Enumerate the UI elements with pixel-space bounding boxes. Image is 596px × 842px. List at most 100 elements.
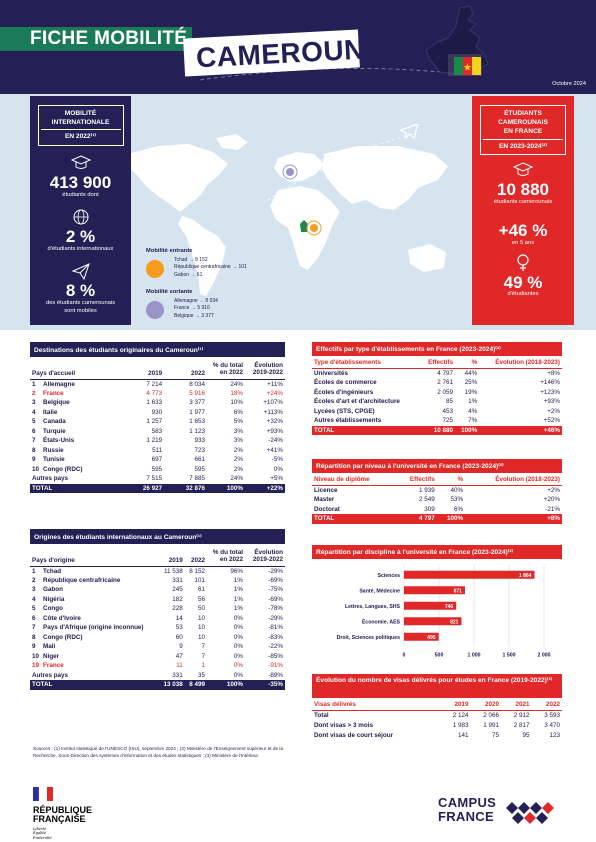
value-2022-cell: 8 499 — [184, 680, 207, 690]
col-header: 2019 — [121, 357, 165, 380]
evolution-cell: -29% — [268, 614, 283, 622]
evolution-cell: -89% — [268, 671, 283, 679]
share-cell: 2% — [233, 456, 243, 464]
value-2022-cell: 933 — [194, 437, 205, 445]
cf-line: FRANCE — [438, 808, 494, 824]
col-header: % du total en 2022 — [207, 544, 245, 567]
count-cell: 453 — [442, 407, 453, 415]
country-cell: Côte d'Ivoire — [43, 614, 81, 622]
panel-title-line: INTERNATIONALE — [51, 119, 110, 127]
graduation-cap-icon — [70, 155, 91, 169]
evolution-cell: -24% — [268, 437, 283, 445]
country-cell: États-Unis — [43, 437, 75, 445]
evolution-cell: -78% — [268, 605, 283, 613]
col-header: Évolution 2019-2022 — [245, 544, 285, 567]
year-value-cell: 3 470 — [544, 722, 560, 729]
value-2022-cell: 56 — [197, 595, 205, 603]
value-2022-cell: 1 977 — [189, 408, 205, 416]
panel-title-line: CAMEROUNAIS — [498, 119, 548, 127]
rank-cell: 1 — [32, 567, 36, 575]
value-2019-cell: 182 — [172, 595, 183, 603]
count-cell: 4 797 — [396, 514, 437, 524]
outgoing-mobility-title: Mobilité sortante — [146, 289, 193, 295]
value-2022-cell: 10 — [197, 624, 205, 632]
evolution-cell: -91% — [268, 662, 283, 670]
cf-line: CAMPUS — [438, 795, 497, 810]
col-header: 2022 — [184, 544, 207, 567]
evolution-cell: -5% — [271, 456, 283, 464]
evolution-cell: +22% — [245, 483, 285, 493]
share-cell: 24% — [230, 475, 243, 483]
share-cell: 0% — [233, 614, 243, 622]
incoming-line: République centrafricaine → 101 — [174, 264, 247, 271]
year-value-cell: 141 — [458, 732, 469, 739]
visas-section: Évolution du nombre de visas délivrés po… — [312, 674, 562, 741]
bar-value-label: 1 864 — [519, 573, 532, 579]
category-label: Droit, Sciences politiques — [337, 635, 401, 641]
value-2022-cell: 8 152 — [189, 567, 205, 575]
rank-cell: 19 — [32, 662, 40, 670]
label-cell: Écoles de commerce — [314, 379, 377, 387]
mobile-share-value: 8 % — [65, 281, 96, 301]
country-cell: Niger — [43, 652, 60, 660]
country-cell: Canada — [43, 418, 66, 426]
rank-cell: 8 — [32, 633, 36, 641]
value-2019-cell: 4 773 — [146, 389, 163, 397]
rank-cell: 2 — [32, 576, 36, 584]
table-row: Dont visas de court séjour 141 75 95 123 — [312, 731, 562, 741]
students-in-france-label: étudiants camerounais — [493, 198, 553, 205]
year-value-cell: 1 991 — [483, 722, 500, 729]
value-2022-cell: 50 — [197, 605, 205, 613]
value-2019-cell: 511 — [152, 446, 163, 454]
x-tick-label: 1 500 — [503, 653, 516, 659]
value-2022-cell: 661 — [194, 456, 205, 464]
share-cell: 25% — [464, 379, 478, 387]
country-cell: Pays d'Afrique (origine inconnue) — [43, 624, 144, 632]
other-row: Autres pays 331 35 0% -89% — [30, 671, 285, 681]
rank-cell: 8 — [32, 446, 36, 454]
value-2022-cell: 595 — [194, 465, 205, 473]
table-row: 6 Turquie 583 1 123 3% +93% — [30, 427, 285, 437]
share-cell: 40% — [450, 487, 464, 494]
col-header: Pays d'accueil — [30, 357, 122, 380]
value-2022-cell: 5 916 — [189, 389, 205, 397]
evolution-cell: -69% — [268, 576, 283, 584]
header-banner: FICHE MOBILITÉ CAMEROUN Octobre 2024 — [0, 0, 596, 94]
evolution-cell: +93% — [543, 398, 560, 406]
page-title: FICHE MOBILITÉ — [30, 28, 188, 49]
female-share-value: 49 % — [503, 272, 543, 292]
table-row: 10 Congo (RDC) 595 595 2% 0% — [30, 465, 285, 475]
value-2022-cell: 8 034 — [189, 380, 205, 388]
count-cell: 85 — [445, 398, 453, 406]
count-cell: 10 880 — [420, 425, 455, 435]
total-row: TOTAL 10 880 100% +46% — [312, 425, 562, 435]
evolution-cell: -83% — [268, 633, 283, 641]
category-label: Santé, Médecine — [359, 588, 400, 594]
year-value-cell: 2 817 — [513, 722, 530, 729]
institution-types-section: Effectifs par type d'établissements en F… — [312, 342, 562, 435]
table-row: 1 Tchad 11 538 8 152 96% -29% — [30, 566, 285, 576]
value-2019-cell: 47 — [175, 652, 183, 660]
bar-value-label: 871 — [454, 588, 463, 594]
country-cell: Italie — [43, 408, 58, 416]
total-students-label: étudiants dont — [62, 191, 99, 198]
col-header: % — [455, 356, 480, 369]
table-row: Lycées (STS, CPGE) 453 4% +2% — [312, 407, 562, 417]
label-cell: Universités — [314, 370, 348, 377]
value-2022-cell: 7 885 — [189, 475, 205, 483]
label-cell: TOTAL — [30, 680, 159, 690]
category-label: Sciences — [378, 573, 401, 579]
share-cell: 10% — [230, 399, 243, 407]
country-cell: Congo (RDC) — [43, 633, 83, 641]
destinations-title: Destinations des étudiants originaires d… — [30, 342, 285, 357]
outgoing-dot-icon — [146, 301, 164, 319]
table-row: 4 Nigéria 182 56 1% -69% — [30, 595, 285, 605]
label-cell: TOTAL — [312, 425, 421, 435]
panel-title-line: EN 2022⁽¹⁾ — [40, 129, 121, 141]
label-cell: Autres pays — [32, 671, 69, 679]
incoming-line: Tchad → 8 152 — [174, 257, 208, 263]
table-row: 5 Congo 228 50 1% -78% — [30, 604, 285, 614]
share-cell: 1% — [233, 576, 243, 584]
share-cell: 100% — [436, 514, 466, 524]
share-cell: 96% — [230, 567, 243, 575]
